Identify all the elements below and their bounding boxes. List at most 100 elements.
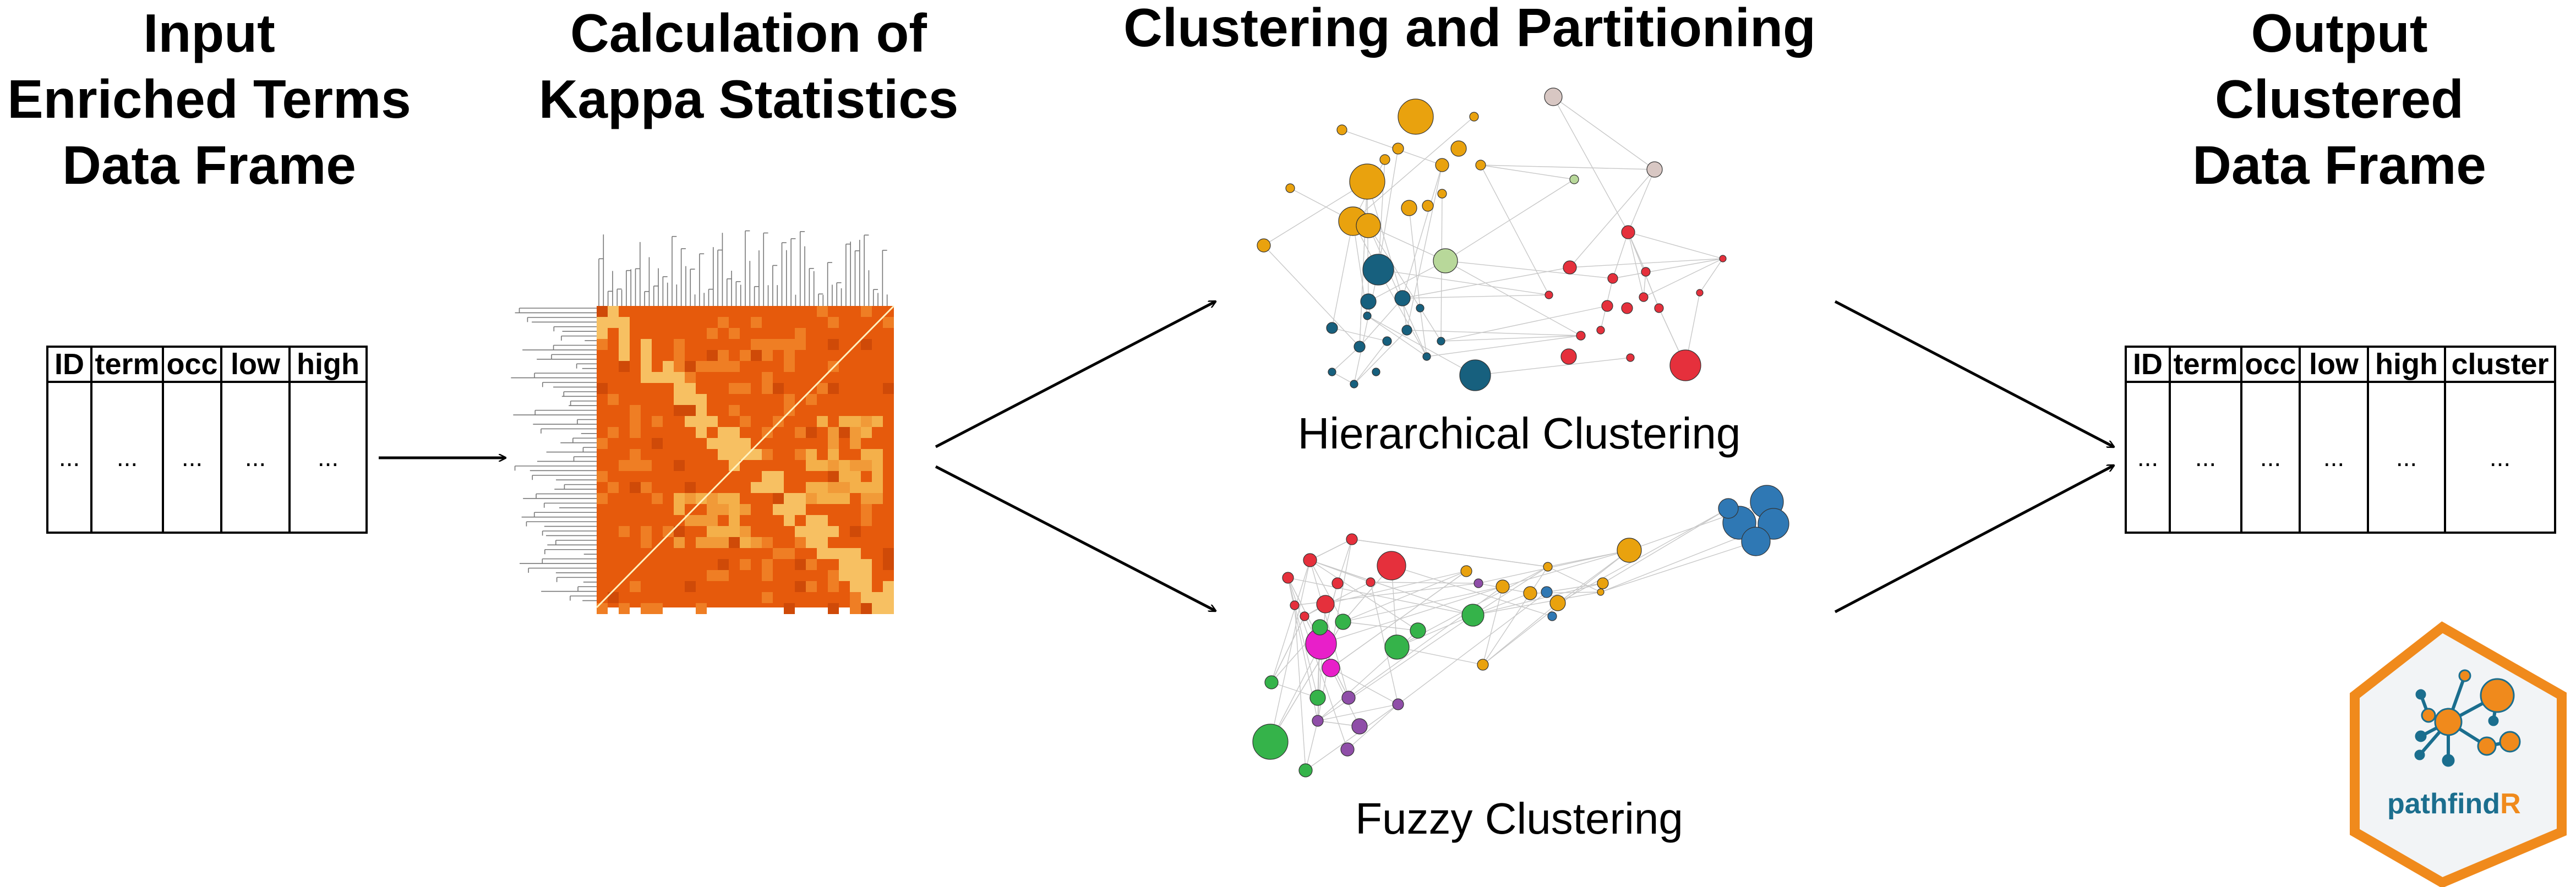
heatmap-cell [839, 482, 850, 493]
heatmap-cell [597, 493, 608, 504]
heatmap-cell [619, 603, 630, 614]
network-node [1607, 273, 1618, 284]
network-edge [1347, 704, 1399, 750]
network-edge [1359, 298, 1403, 347]
network-edge [1317, 539, 1352, 721]
heatmap-cell [696, 537, 707, 548]
network-edge [1354, 269, 1379, 385]
heatmap-cell [696, 416, 707, 427]
heatmap-cell [619, 350, 630, 361]
network-edge [1368, 225, 1446, 261]
network-edge [1378, 269, 1427, 357]
network-edge [1569, 258, 1723, 268]
heatmap-cell [817, 306, 828, 317]
heatmap-cell [828, 339, 839, 350]
network-node [1401, 325, 1412, 336]
heatmap-cell [729, 515, 740, 526]
heatmap-cell [619, 328, 630, 339]
heatmap-cell [630, 405, 641, 416]
network-edge [1368, 225, 1427, 357]
network-edge [1309, 560, 1344, 622]
network-edge [1396, 615, 1473, 648]
heatmap-cell [817, 383, 828, 394]
network-edge [1331, 327, 1388, 342]
network-node [1377, 551, 1406, 581]
heatmap-cell [861, 570, 872, 581]
heatmap-cell [718, 493, 729, 504]
heatmap-cell [751, 537, 762, 548]
network-edge [1359, 181, 1368, 347]
network-edge [1472, 583, 1603, 616]
network-node [1461, 604, 1485, 627]
heatmap-cell [806, 515, 817, 526]
network-edge [1547, 550, 1630, 567]
arrow-kappa-to-hierarchical [935, 300, 1215, 448]
arrow-fuzzy-to-output [1834, 466, 2114, 614]
heatmap-cell [806, 559, 817, 570]
network-edge [1305, 720, 1318, 771]
heatmap-cell [641, 460, 652, 471]
network-edge [1309, 560, 1473, 616]
heatmap-cell [674, 350, 685, 361]
heatmap-cell [872, 603, 883, 614]
heatmap-cell [751, 482, 762, 493]
heatmap-cell [784, 339, 795, 350]
network-node [1392, 143, 1404, 155]
heatmap-cell [784, 548, 795, 559]
heatmap-cell [883, 383, 894, 394]
network-edge [1643, 258, 1723, 298]
heatmap-cell [740, 537, 751, 548]
heatmap-cell [861, 427, 872, 438]
heatmap-cell [597, 471, 608, 482]
heatmap-cell [674, 361, 685, 372]
heatmap-cell [839, 559, 850, 570]
heatmap-cell [707, 526, 718, 537]
heatmap-cell [828, 493, 839, 504]
network-edge [1628, 169, 1655, 233]
network-node [1360, 293, 1377, 310]
network-node [1300, 611, 1309, 621]
heatmap-cell [696, 361, 707, 372]
output-data-frame-table: ID term occ low high cluster ... ... ...… [2125, 346, 2556, 534]
heatmap-cell [674, 405, 685, 416]
heatmap-cell [817, 482, 828, 493]
heatmap-cell [608, 482, 619, 493]
network-node [1543, 562, 1553, 572]
heatmap-cell [729, 383, 740, 394]
heatmap-cell [729, 438, 740, 449]
network-node [1328, 368, 1336, 376]
input-header-occ: occ [162, 346, 222, 383]
heatmap-diagonal [596, 305, 895, 609]
network-edge [1445, 260, 1581, 336]
network-edge [1553, 96, 1629, 233]
heatmap-cell [663, 372, 674, 383]
network-node [1597, 577, 1609, 589]
input-title: Input Enriched Terms Data Frame [0, 0, 418, 198]
heatmap-cell [674, 460, 685, 471]
network-node [1422, 200, 1434, 212]
heatmap-cell [707, 361, 718, 372]
heatmap-cell [674, 493, 685, 504]
heatmap-cell [652, 438, 663, 449]
network-node [1285, 183, 1295, 193]
hierarchical-network-edges [1263, 96, 1723, 385]
network-node [1639, 292, 1649, 302]
network-edge [1502, 550, 1630, 587]
network-node [1298, 763, 1313, 778]
heatmap-cell [718, 526, 729, 537]
output-cell-occ: ... [2240, 381, 2301, 534]
top-dendrogram [598, 230, 888, 306]
network-edge [1304, 582, 1371, 617]
heatmap-cell [718, 504, 729, 515]
network-edge [1263, 245, 1360, 347]
network-edge [1396, 647, 1483, 665]
network-node [1621, 302, 1633, 314]
heatmap-cell [839, 548, 850, 559]
network-edge [1602, 508, 1729, 584]
heatmap-cell [597, 328, 608, 339]
network-edge [1317, 704, 1399, 721]
heatmap-cell [641, 526, 652, 537]
network-node [1617, 538, 1642, 563]
network-edge [1482, 586, 1503, 665]
heatmap-cell [817, 515, 828, 526]
